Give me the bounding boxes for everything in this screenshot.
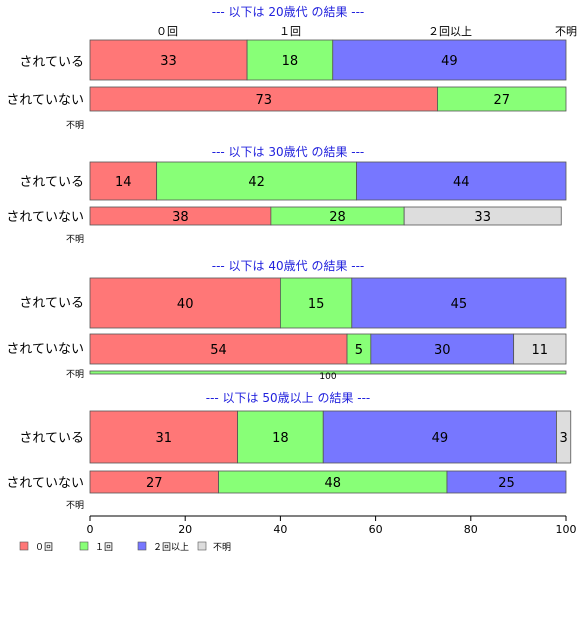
panel-title: --- 以下は 30歳代 の結果 --- — [212, 145, 365, 159]
bar-value-label: 48 — [324, 476, 341, 491]
bar-segment — [351, 277, 567, 329]
bar-segment — [513, 333, 567, 365]
legend-label: １回 — [95, 542, 113, 553]
x-tick-label: 60 — [369, 523, 383, 536]
bar-value-label: 11 — [532, 343, 549, 358]
bar-value-label: 44 — [453, 175, 470, 190]
bar-segment — [89, 277, 281, 329]
bar-value-label: 54 — [210, 343, 227, 358]
row-label: されている — [19, 55, 84, 70]
row-label: 不明 — [66, 234, 84, 245]
row-label: されている — [19, 175, 84, 190]
bar-value-label: 45 — [451, 297, 468, 312]
row-label: 不明 — [66, 369, 84, 380]
bar-value-label: 38 — [172, 210, 189, 225]
bar-segment — [89, 39, 248, 81]
bar-segment — [322, 410, 557, 464]
bar-segment — [246, 39, 334, 81]
bar-segment — [332, 39, 567, 81]
legend-label: 不明 — [213, 542, 231, 553]
legend-label: ０回 — [35, 542, 53, 553]
bar-value-label: 14 — [115, 175, 132, 190]
bar-value-label: 5 — [355, 343, 363, 358]
legend-label: ２回以上 — [153, 542, 189, 553]
bar-value-label: 25 — [498, 476, 515, 491]
x-tick-label: 40 — [273, 523, 287, 536]
bar-value-label: 31 — [156, 431, 173, 446]
bar-value-label: 49 — [432, 431, 449, 446]
legend-swatch — [137, 541, 147, 551]
bar-value-label: 27 — [146, 476, 163, 491]
top-category-label: １回 — [279, 25, 301, 38]
legend-swatch — [79, 541, 89, 551]
row-label: 不明 — [66, 120, 84, 131]
x-tick-label: 20 — [178, 523, 192, 536]
bar-segment — [556, 410, 572, 464]
panel-title: --- 以下は 20歳代 の結果 --- — [212, 5, 365, 19]
bar-value-label: 18 — [282, 54, 299, 69]
bar-value-label: 49 — [441, 54, 458, 69]
legend-swatch — [197, 541, 207, 551]
bar-value-label: 30 — [434, 343, 451, 358]
bar-segment — [370, 333, 515, 365]
bar-segment — [437, 86, 567, 112]
bar-segment — [89, 161, 158, 201]
bar-segment — [279, 277, 353, 329]
bar-segment — [237, 410, 324, 464]
row-label: されていない — [6, 93, 84, 108]
row-label: されていない — [6, 342, 84, 357]
panel-title: --- 以下は 40歳代 の結果 --- — [212, 259, 365, 273]
top-category-label: 不明 — [555, 25, 577, 38]
legend-swatch — [19, 541, 29, 551]
bar-value-label: 3 — [559, 431, 567, 446]
x-tick-label: 100 — [556, 523, 577, 536]
bar-segment — [403, 206, 562, 226]
bar-value-label: 33 — [474, 210, 491, 225]
bar-segment — [89, 370, 567, 375]
bar-value-label: 18 — [272, 431, 289, 446]
row-label: されている — [19, 296, 84, 311]
row-label: 不明 — [66, 500, 84, 511]
bar-value-label: 27 — [493, 93, 510, 108]
top-category-label: ０回 — [156, 25, 178, 38]
row-label: されていない — [6, 476, 84, 491]
bar-segment — [356, 161, 567, 201]
bar-value-label: 33 — [160, 54, 177, 69]
bar-value-label: 15 — [308, 297, 325, 312]
x-tick-label: 80 — [464, 523, 478, 536]
bar-segment — [89, 410, 238, 464]
bar-value-label: 100 — [319, 372, 336, 382]
bar-value-label: 40 — [177, 297, 194, 312]
x-tick-label: 0 — [87, 523, 94, 536]
row-label: されている — [19, 431, 84, 446]
bar-value-label: 42 — [248, 175, 265, 190]
bar-value-label: 28 — [329, 210, 346, 225]
top-category-label: ２回以上 — [428, 25, 472, 38]
bar-segment — [156, 161, 357, 201]
bar-value-label: 73 — [255, 93, 272, 108]
row-label: されていない — [6, 210, 84, 225]
panel-title: --- 以下は 50歳以上 の結果 --- — [206, 391, 371, 405]
bar-segment — [446, 470, 567, 494]
